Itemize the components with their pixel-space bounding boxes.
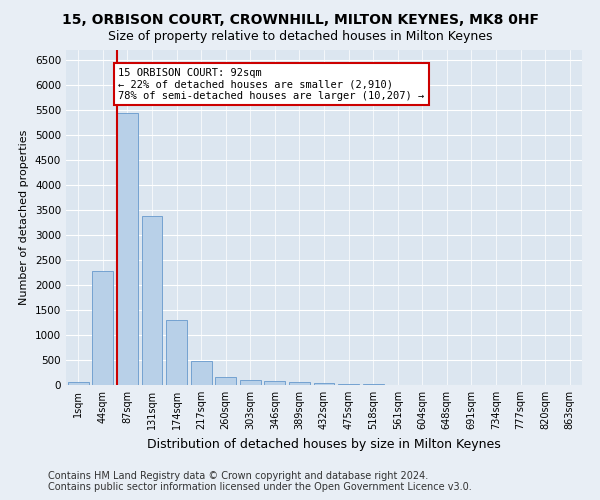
Bar: [338, 384, 359, 385]
Bar: [289, 382, 310, 385]
X-axis label: Distribution of detached houses by size in Milton Keynes: Distribution of detached houses by size …: [147, 438, 501, 450]
Bar: [362, 384, 383, 385]
Bar: [191, 361, 212, 385]
Text: Size of property relative to detached houses in Milton Keynes: Size of property relative to detached ho…: [108, 30, 492, 43]
Bar: [68, 382, 89, 385]
Text: Contains HM Land Registry data © Crown copyright and database right 2024.
Contai: Contains HM Land Registry data © Crown c…: [48, 471, 472, 492]
Bar: [215, 377, 236, 385]
Bar: [142, 216, 163, 385]
Bar: [265, 381, 286, 385]
Bar: [387, 384, 408, 385]
Bar: [240, 380, 261, 385]
Bar: [166, 320, 187, 385]
Y-axis label: Number of detached properties: Number of detached properties: [19, 130, 29, 305]
Text: 15, ORBISON COURT, CROWNHILL, MILTON KEYNES, MK8 0HF: 15, ORBISON COURT, CROWNHILL, MILTON KEY…: [62, 12, 539, 26]
Bar: [92, 271, 113, 385]
Bar: [314, 383, 334, 385]
Text: 15 ORBISON COURT: 92sqm
← 22% of detached houses are smaller (2,910)
78% of semi: 15 ORBISON COURT: 92sqm ← 22% of detache…: [118, 68, 424, 100]
Bar: [117, 112, 138, 385]
